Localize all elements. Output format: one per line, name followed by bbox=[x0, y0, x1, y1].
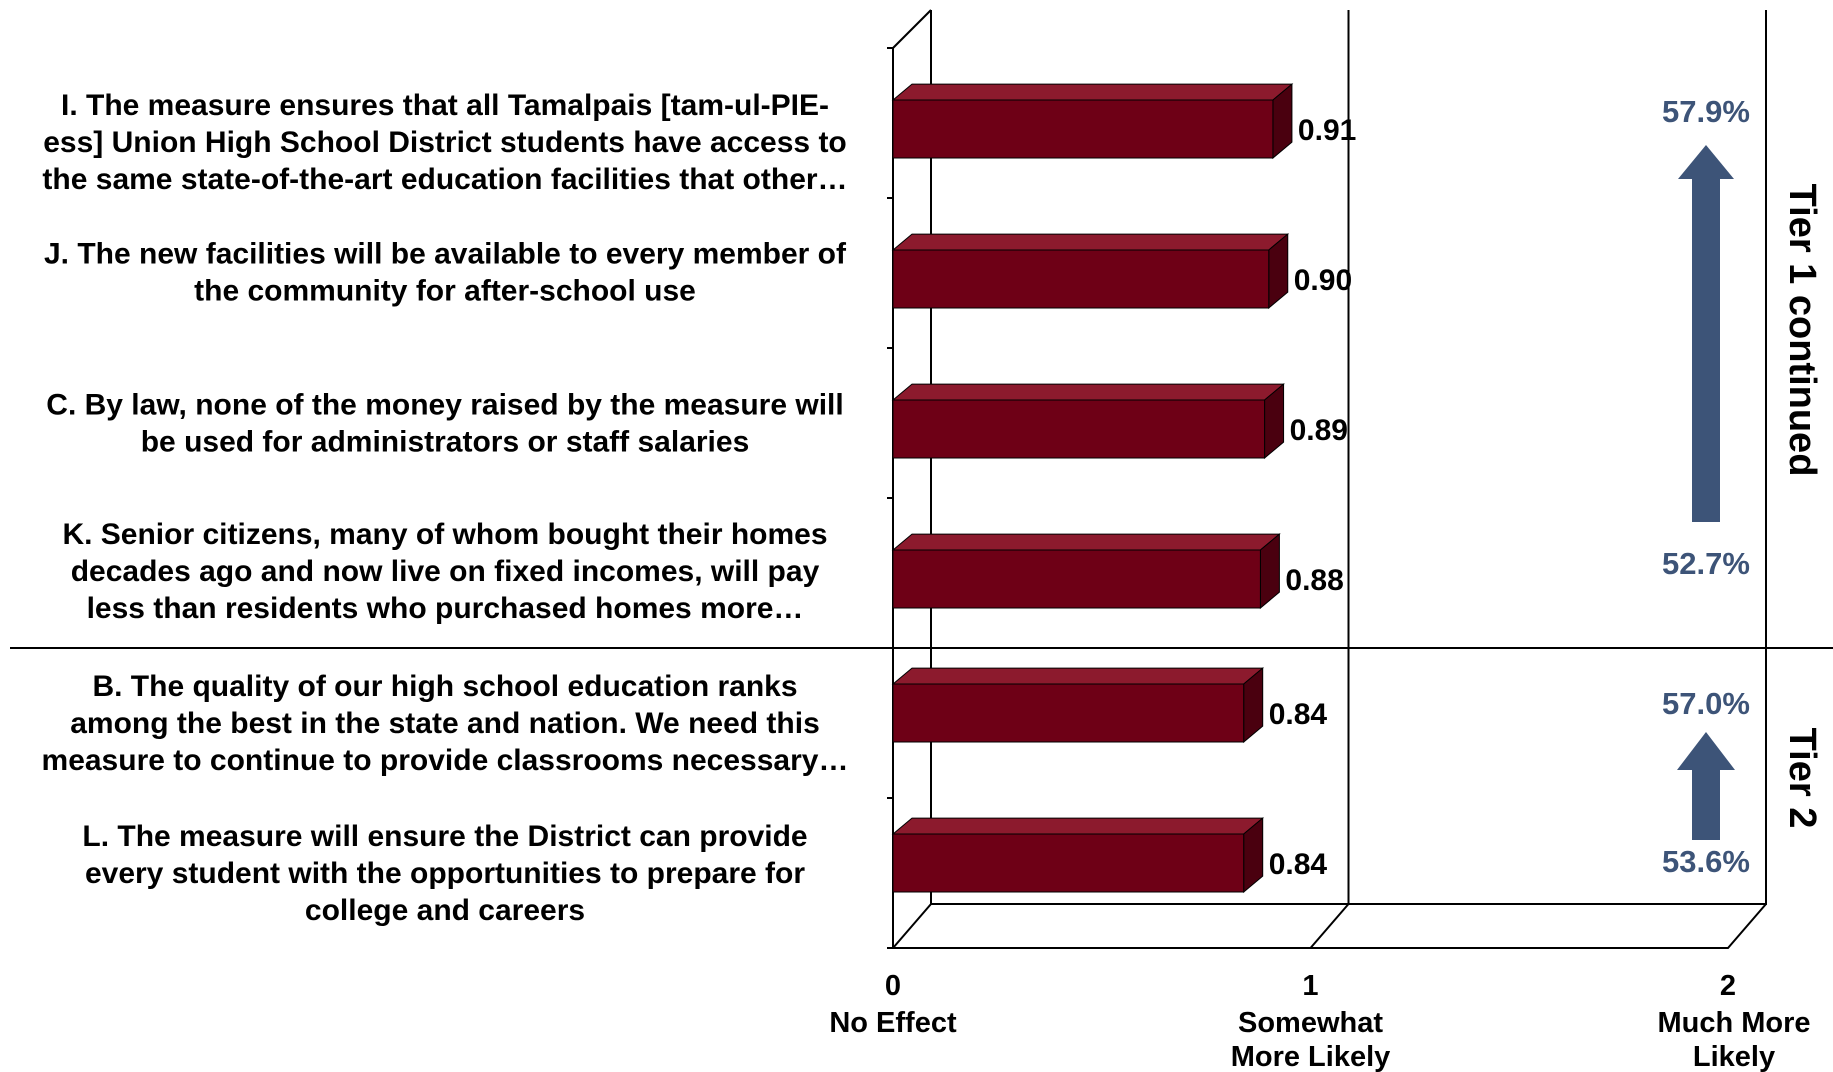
x-tick-sublabel-line: No Effect bbox=[829, 1007, 957, 1039]
up-arrow-icon bbox=[1678, 145, 1734, 522]
bar-0 bbox=[891, 83, 1294, 160]
category-label-2: C. By law, none of the money raised by t… bbox=[46, 389, 843, 459]
chart-frame bbox=[10, 9, 1833, 949]
category-label-line: the same state-of-the-art education faci… bbox=[42, 163, 847, 196]
tier-top-percent: 57.0% bbox=[1662, 686, 1750, 721]
bar-top bbox=[891, 233, 1290, 251]
bar-top bbox=[891, 533, 1281, 551]
category-label-line: ess] Union High School District students… bbox=[43, 126, 847, 159]
category-label-line: every student with the opportunities to … bbox=[85, 857, 805, 890]
category-label-line: J. The new facilities will be available … bbox=[44, 238, 847, 271]
category-label-0: I. The measure ensures that all Tamalpai… bbox=[42, 89, 847, 196]
bar-4 bbox=[891, 667, 1265, 744]
tier-bottom-percent: 53.6% bbox=[1662, 844, 1750, 879]
category-label-line: C. By law, none of the money raised by t… bbox=[46, 389, 843, 422]
bar-2 bbox=[891, 383, 1285, 460]
category-label-5: L. The measure will ensure the District … bbox=[82, 820, 807, 927]
value-label-1: 0.90 bbox=[1294, 264, 1352, 297]
category-label-line: L. The measure will ensure the District … bbox=[82, 820, 807, 853]
bar-1 bbox=[891, 233, 1290, 310]
bar-top bbox=[891, 817, 1265, 835]
floor-gridline-1 bbox=[1309, 903, 1350, 949]
x-tick-1: 1 bbox=[1302, 970, 1318, 1002]
up-arrow-icon bbox=[1677, 732, 1735, 840]
bars bbox=[891, 83, 1294, 894]
tier-bottom-percent: 52.7% bbox=[1662, 546, 1750, 581]
value-label-2: 0.89 bbox=[1290, 414, 1348, 447]
category-label-4: B. The quality of our high school educat… bbox=[42, 670, 849, 777]
x-tick-sublabel-2: Much More Likely bbox=[1657, 1007, 1810, 1072]
tier-0: 57.9% 52.7% Tier 1 continued bbox=[1662, 94, 1823, 581]
bar-top bbox=[891, 83, 1294, 101]
value-label-5: 0.84 bbox=[1269, 848, 1328, 881]
category-label-line: less than residents who purchased homes … bbox=[87, 592, 804, 625]
bar-front bbox=[892, 99, 1274, 159]
category-label-line: college and careers bbox=[305, 894, 585, 927]
tier-top-percent: 57.9% bbox=[1662, 94, 1750, 129]
x-tick-sublabel-1: Somewhat More Likely bbox=[1231, 1007, 1391, 1072]
category-label-line: among the best in the state and nation. … bbox=[70, 707, 820, 740]
bar-top bbox=[891, 383, 1285, 401]
x-axis-ticks: 0 No Effect 1 Somewhat More Likely 2 Much More… bbox=[829, 970, 1810, 1072]
tier-label: Tier 1 continued bbox=[1781, 184, 1823, 477]
x-tick-sublabel-line: Somewhat bbox=[1238, 1007, 1383, 1039]
bar-front bbox=[892, 549, 1261, 609]
x-tick-2: 2 bbox=[1720, 970, 1736, 1002]
value-label-0: 0.91 bbox=[1298, 114, 1356, 147]
category-label-3: K. Senior citizens, many of whom bought … bbox=[62, 518, 827, 625]
bar-front bbox=[892, 249, 1270, 309]
category-label-line: the community for after-school use bbox=[194, 275, 696, 308]
value-labels: 0.91 0.90 0.89 0.88 0.84 0.84 bbox=[1269, 114, 1357, 881]
category-label-line: measure to continue to provide classroom… bbox=[42, 744, 849, 777]
left-wall-top bbox=[892, 9, 932, 49]
bar-front bbox=[892, 683, 1245, 743]
bar-5 bbox=[891, 817, 1265, 894]
tier-1: 57.0% 53.6% Tier 2 bbox=[1662, 686, 1823, 879]
bar-3 bbox=[891, 533, 1281, 610]
value-label-3: 0.88 bbox=[1285, 564, 1343, 597]
x-tick-sublabel-line: More Likely bbox=[1231, 1041, 1391, 1072]
tier-label: Tier 2 bbox=[1781, 728, 1823, 829]
category-label-line: B. The quality of our high school educat… bbox=[92, 670, 797, 703]
bar-front bbox=[892, 399, 1266, 459]
category-label-line: decades ago and now live on fixed income… bbox=[71, 555, 820, 588]
x-tick-sublabel-0: No Effect bbox=[829, 1007, 957, 1039]
tier-annotations: 57.9% 52.7% Tier 1 continued 57.0% 53.6% Tier… bbox=[1662, 94, 1823, 879]
x-tick-sublabel-line: Much More bbox=[1657, 1007, 1810, 1039]
x-tick-0: 0 bbox=[885, 970, 901, 1002]
category-label-line: I. The measure ensures that all Tamalpai… bbox=[61, 89, 829, 122]
bar-top bbox=[891, 667, 1265, 685]
category-label-1: J. The new facilities will be available … bbox=[44, 238, 847, 308]
bar-front bbox=[892, 833, 1245, 893]
value-label-4: 0.84 bbox=[1269, 698, 1328, 731]
x-tick-sublabel-line: Likely bbox=[1693, 1041, 1775, 1072]
category-labels: I. The measure ensures that all Tamalpai… bbox=[42, 89, 849, 927]
category-label-line: K. Senior citizens, many of whom bought … bbox=[62, 518, 827, 551]
category-label-line: be used for administrators or staff sala… bbox=[141, 426, 750, 459]
